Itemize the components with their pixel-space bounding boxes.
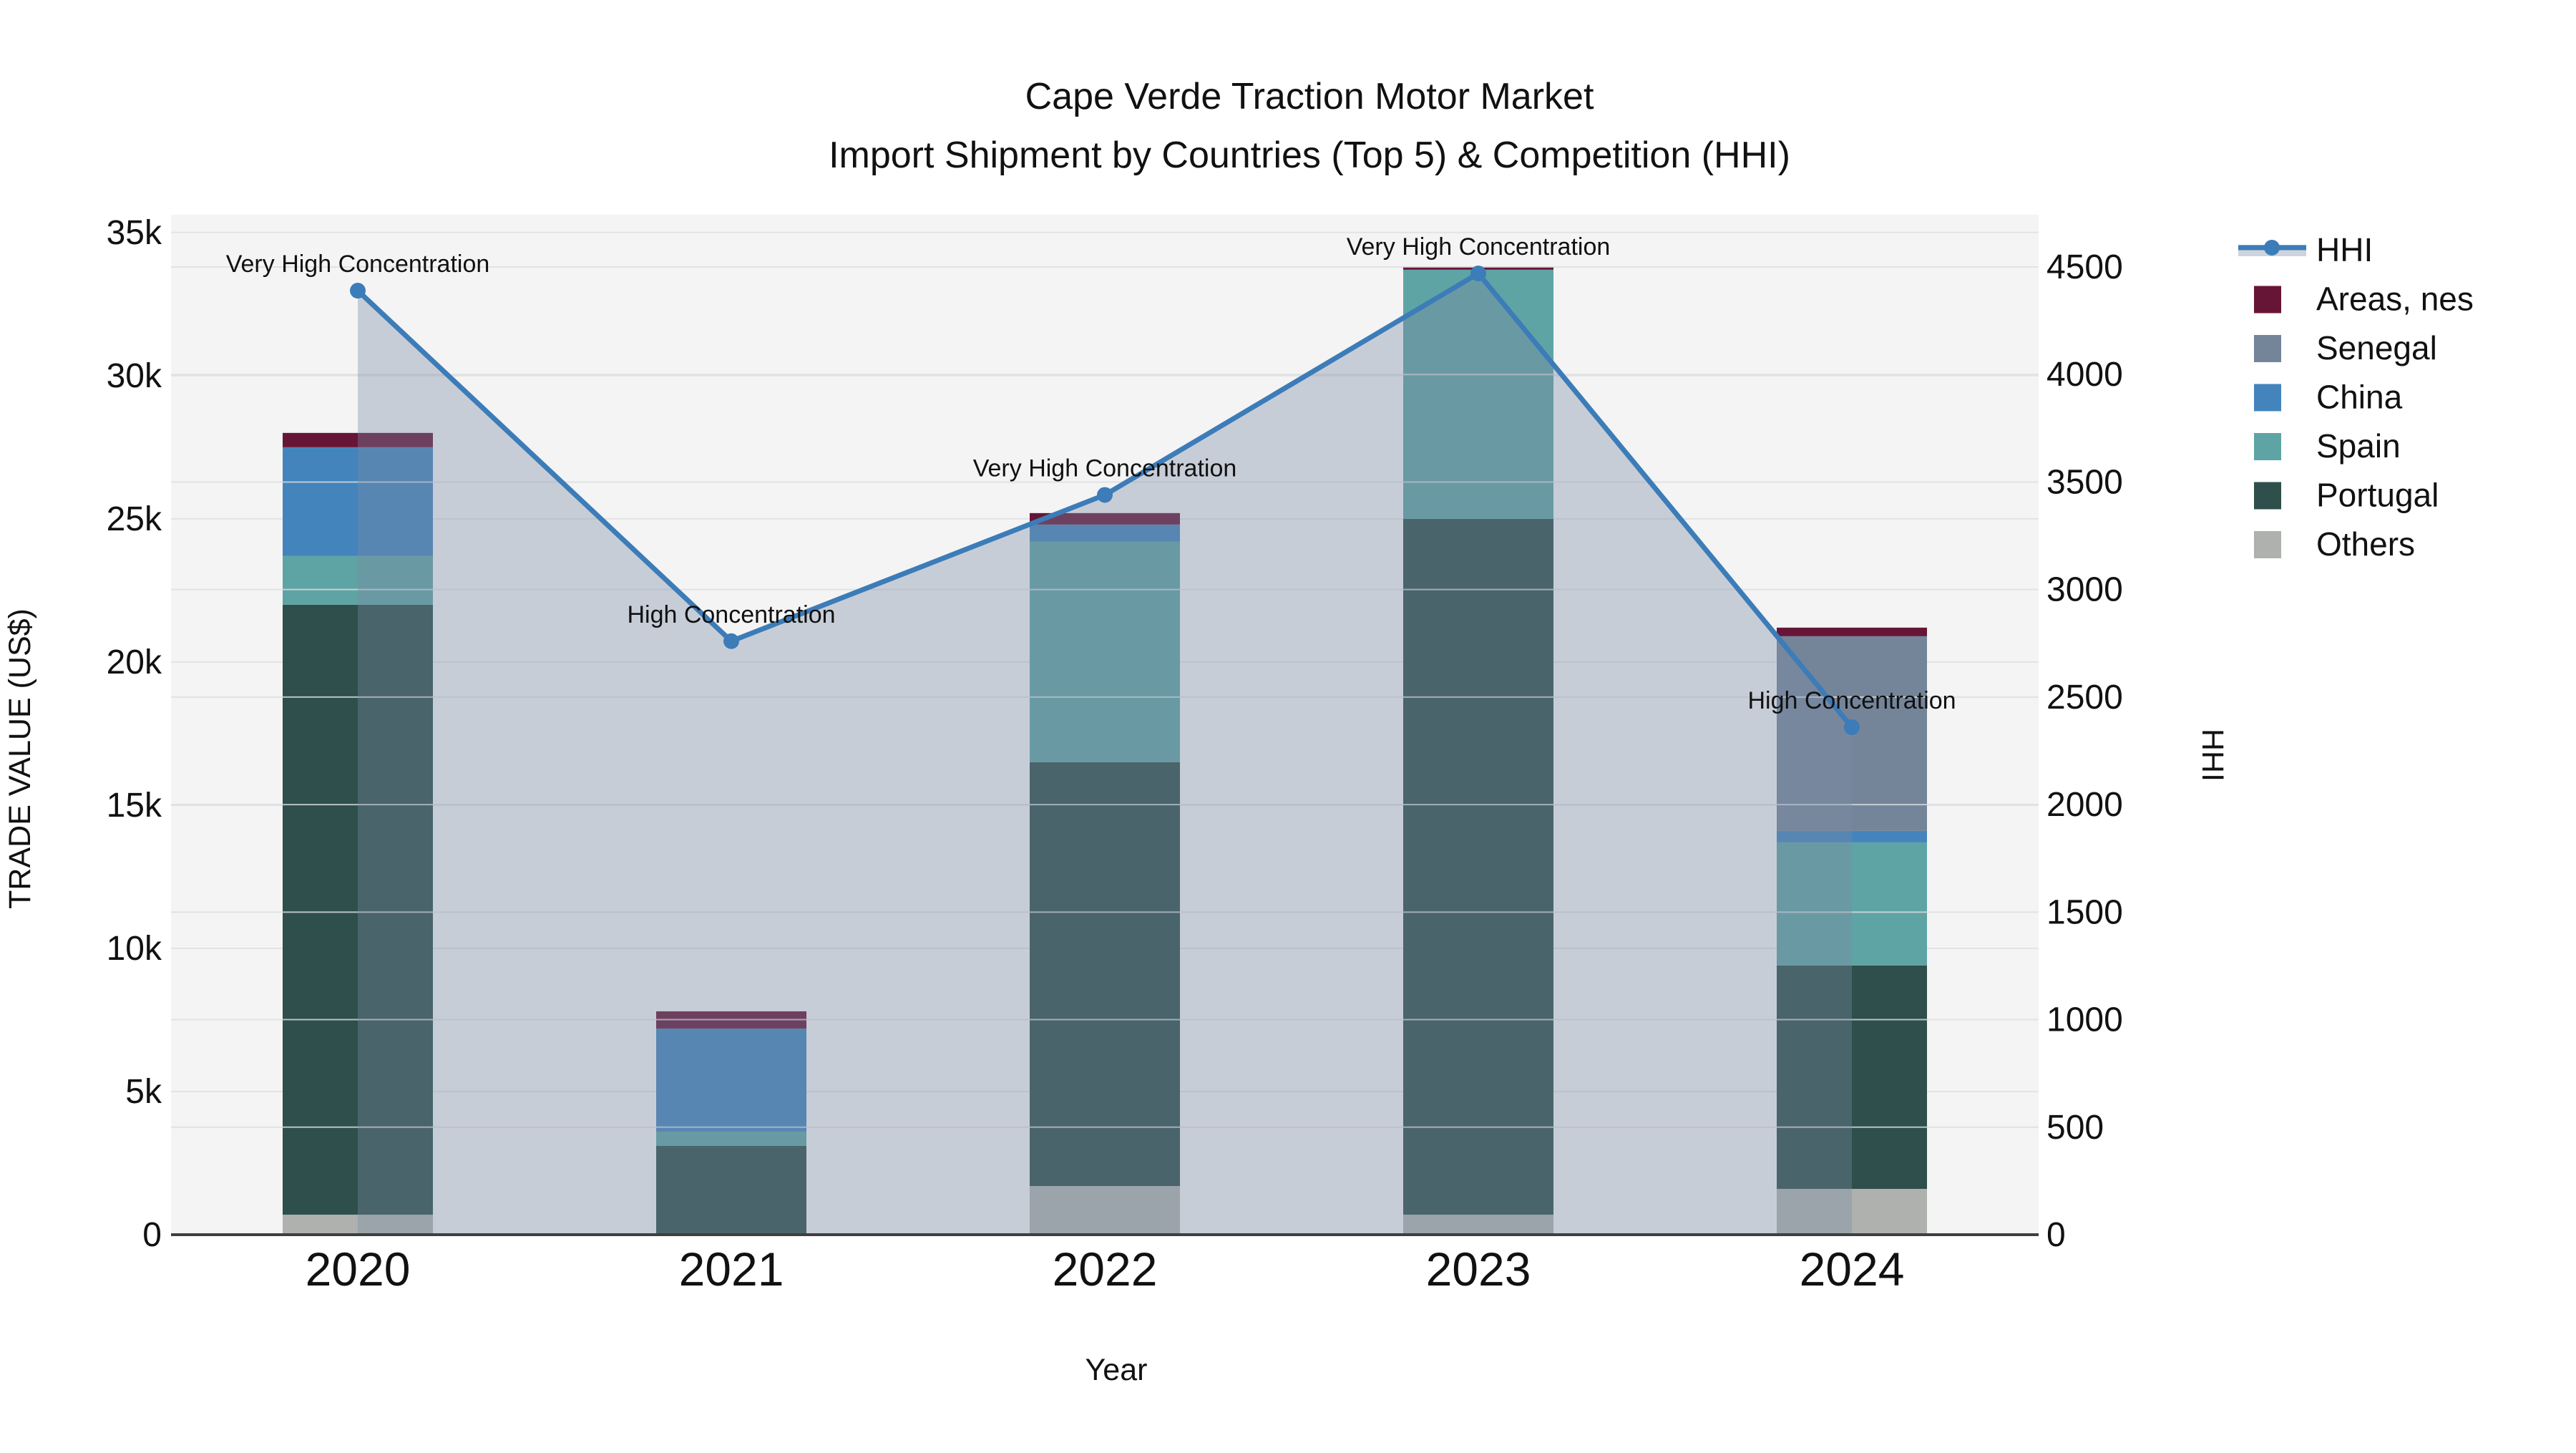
y-axis-title: TRADE VALUE (US$) <box>3 608 37 909</box>
y-right-tick: 3500 <box>2046 463 2123 501</box>
x-tick: 2022 <box>1053 1243 1158 1296</box>
legend-item-china[interactable]: China <box>2254 379 2403 416</box>
legend-label: Others <box>2316 525 2415 563</box>
legend-item-hhi[interactable]: HHI <box>2238 231 2373 268</box>
y-left-tick: 10k <box>107 930 162 968</box>
y-right-tick: 4000 <box>2046 356 2123 394</box>
x-tick: 2020 <box>306 1243 411 1296</box>
legend: HHI Areas, nes Senegal China Spain Portugal Ot… <box>2238 231 2474 563</box>
annotation: Very High Concentration <box>226 251 490 278</box>
bar-segment-china[interactable] <box>283 447 433 556</box>
bar-segment-areasnes[interactable] <box>1030 512 1180 525</box>
y-right-tick: 1500 <box>2046 893 2123 931</box>
legend-swatch <box>2254 384 2281 412</box>
bar-segment-portugal[interactable] <box>656 1145 806 1235</box>
bar-segment-spain[interactable] <box>656 1131 806 1146</box>
legend-item-others[interactable]: Others <box>2254 525 2415 563</box>
bar-segment-china[interactable] <box>1777 830 1927 842</box>
x-tick: 2024 <box>1800 1243 1905 1296</box>
y-left-tick: 35k <box>107 214 162 252</box>
legend-item-spain[interactable]: Spain <box>2254 427 2401 465</box>
y-left-tick: 5k <box>125 1073 162 1111</box>
y-right-tick: 0 <box>2046 1216 2066 1254</box>
legend-label: HHI <box>2316 231 2373 268</box>
legend-label: Senegal <box>2316 329 2437 366</box>
x-tick: 2023 <box>1426 1243 1531 1296</box>
plot-area: Very High Concentration High Concentratio… <box>107 214 2123 1296</box>
legend-label: Portugal <box>2316 477 2439 514</box>
legend-swatch <box>2254 433 2281 460</box>
legend-item-portugal[interactable]: Portugal <box>2254 477 2439 514</box>
bar-segment-spain[interactable] <box>1777 842 1927 966</box>
bar-segment-spain[interactable] <box>1030 541 1180 762</box>
legend-hhi-marker <box>2264 240 2280 256</box>
y-right-tick: 3000 <box>2046 571 2123 609</box>
annotation: Very High Concentration <box>973 455 1237 482</box>
y-left-tick: 0 <box>142 1216 162 1254</box>
hhi-marker[interactable] <box>1470 266 1486 282</box>
bar-segment-portugal[interactable] <box>1403 518 1553 1215</box>
bar-segment-others[interactable] <box>1777 1188 1927 1235</box>
legend-item-areasnes[interactable]: Areas, nes <box>2254 281 2474 318</box>
y-right-tick: 2000 <box>2046 786 2123 824</box>
annotation: Very High Concentration <box>1347 233 1611 261</box>
legend-label: Areas, nes <box>2316 281 2474 318</box>
y2-axis-title: HHI <box>2195 729 2230 782</box>
x-axis-title: Year <box>1085 1353 1148 1387</box>
x-tick: 2021 <box>679 1243 784 1296</box>
y-right-tick: 1000 <box>2046 1001 2123 1039</box>
annotation: High Concentration <box>1747 687 1956 714</box>
bar-segment-portugal[interactable] <box>1030 762 1180 1186</box>
bar-segment-areasnes[interactable] <box>1777 627 1927 636</box>
legend-label: Spain <box>2316 427 2401 465</box>
annotation: High Concentration <box>627 601 835 628</box>
y-left-tick: 25k <box>107 500 162 538</box>
legend-label: China <box>2316 379 2403 416</box>
bar-segment-china[interactable] <box>1030 524 1180 542</box>
bar-segment-china[interactable] <box>656 1028 806 1132</box>
hhi-marker[interactable] <box>350 283 366 299</box>
y-left-tick: 30k <box>107 357 162 395</box>
bar-segment-others[interactable] <box>1030 1185 1180 1235</box>
hhi-marker[interactable] <box>1844 719 1860 735</box>
hhi-marker[interactable] <box>723 633 739 649</box>
bar-segment-others[interactable] <box>1403 1214 1553 1235</box>
legend-swatch <box>2254 286 2281 314</box>
y-left-tick: 15k <box>107 787 162 825</box>
bar-segment-portugal[interactable] <box>1777 965 1927 1189</box>
legend-swatch <box>2254 531 2281 558</box>
bar-segment-spain[interactable] <box>283 555 433 605</box>
bar-segment-others[interactable] <box>283 1214 433 1235</box>
y-right-tick: 2500 <box>2046 679 2123 716</box>
hhi-marker[interactable] <box>1097 487 1113 503</box>
bar-segment-portugal[interactable] <box>283 604 433 1215</box>
y-right-tick: 4500 <box>2046 248 2123 286</box>
y-right-tick: 500 <box>2046 1109 2104 1147</box>
y-left-tick: 20k <box>107 643 162 681</box>
legend-item-senegal[interactable]: Senegal <box>2254 329 2437 366</box>
hhi-area <box>358 273 1852 1235</box>
legend-swatch <box>2254 482 2281 510</box>
chart-title-line2: Import Shipment by Countries (Top 5) & C… <box>829 135 1790 176</box>
chart-title-line1: Cape Verde Traction Motor Market <box>1025 76 1594 117</box>
bar-segment-spain[interactable] <box>1403 269 1553 519</box>
legend-swatch <box>2254 335 2281 362</box>
bar-segment-areasnes[interactable] <box>283 432 433 447</box>
